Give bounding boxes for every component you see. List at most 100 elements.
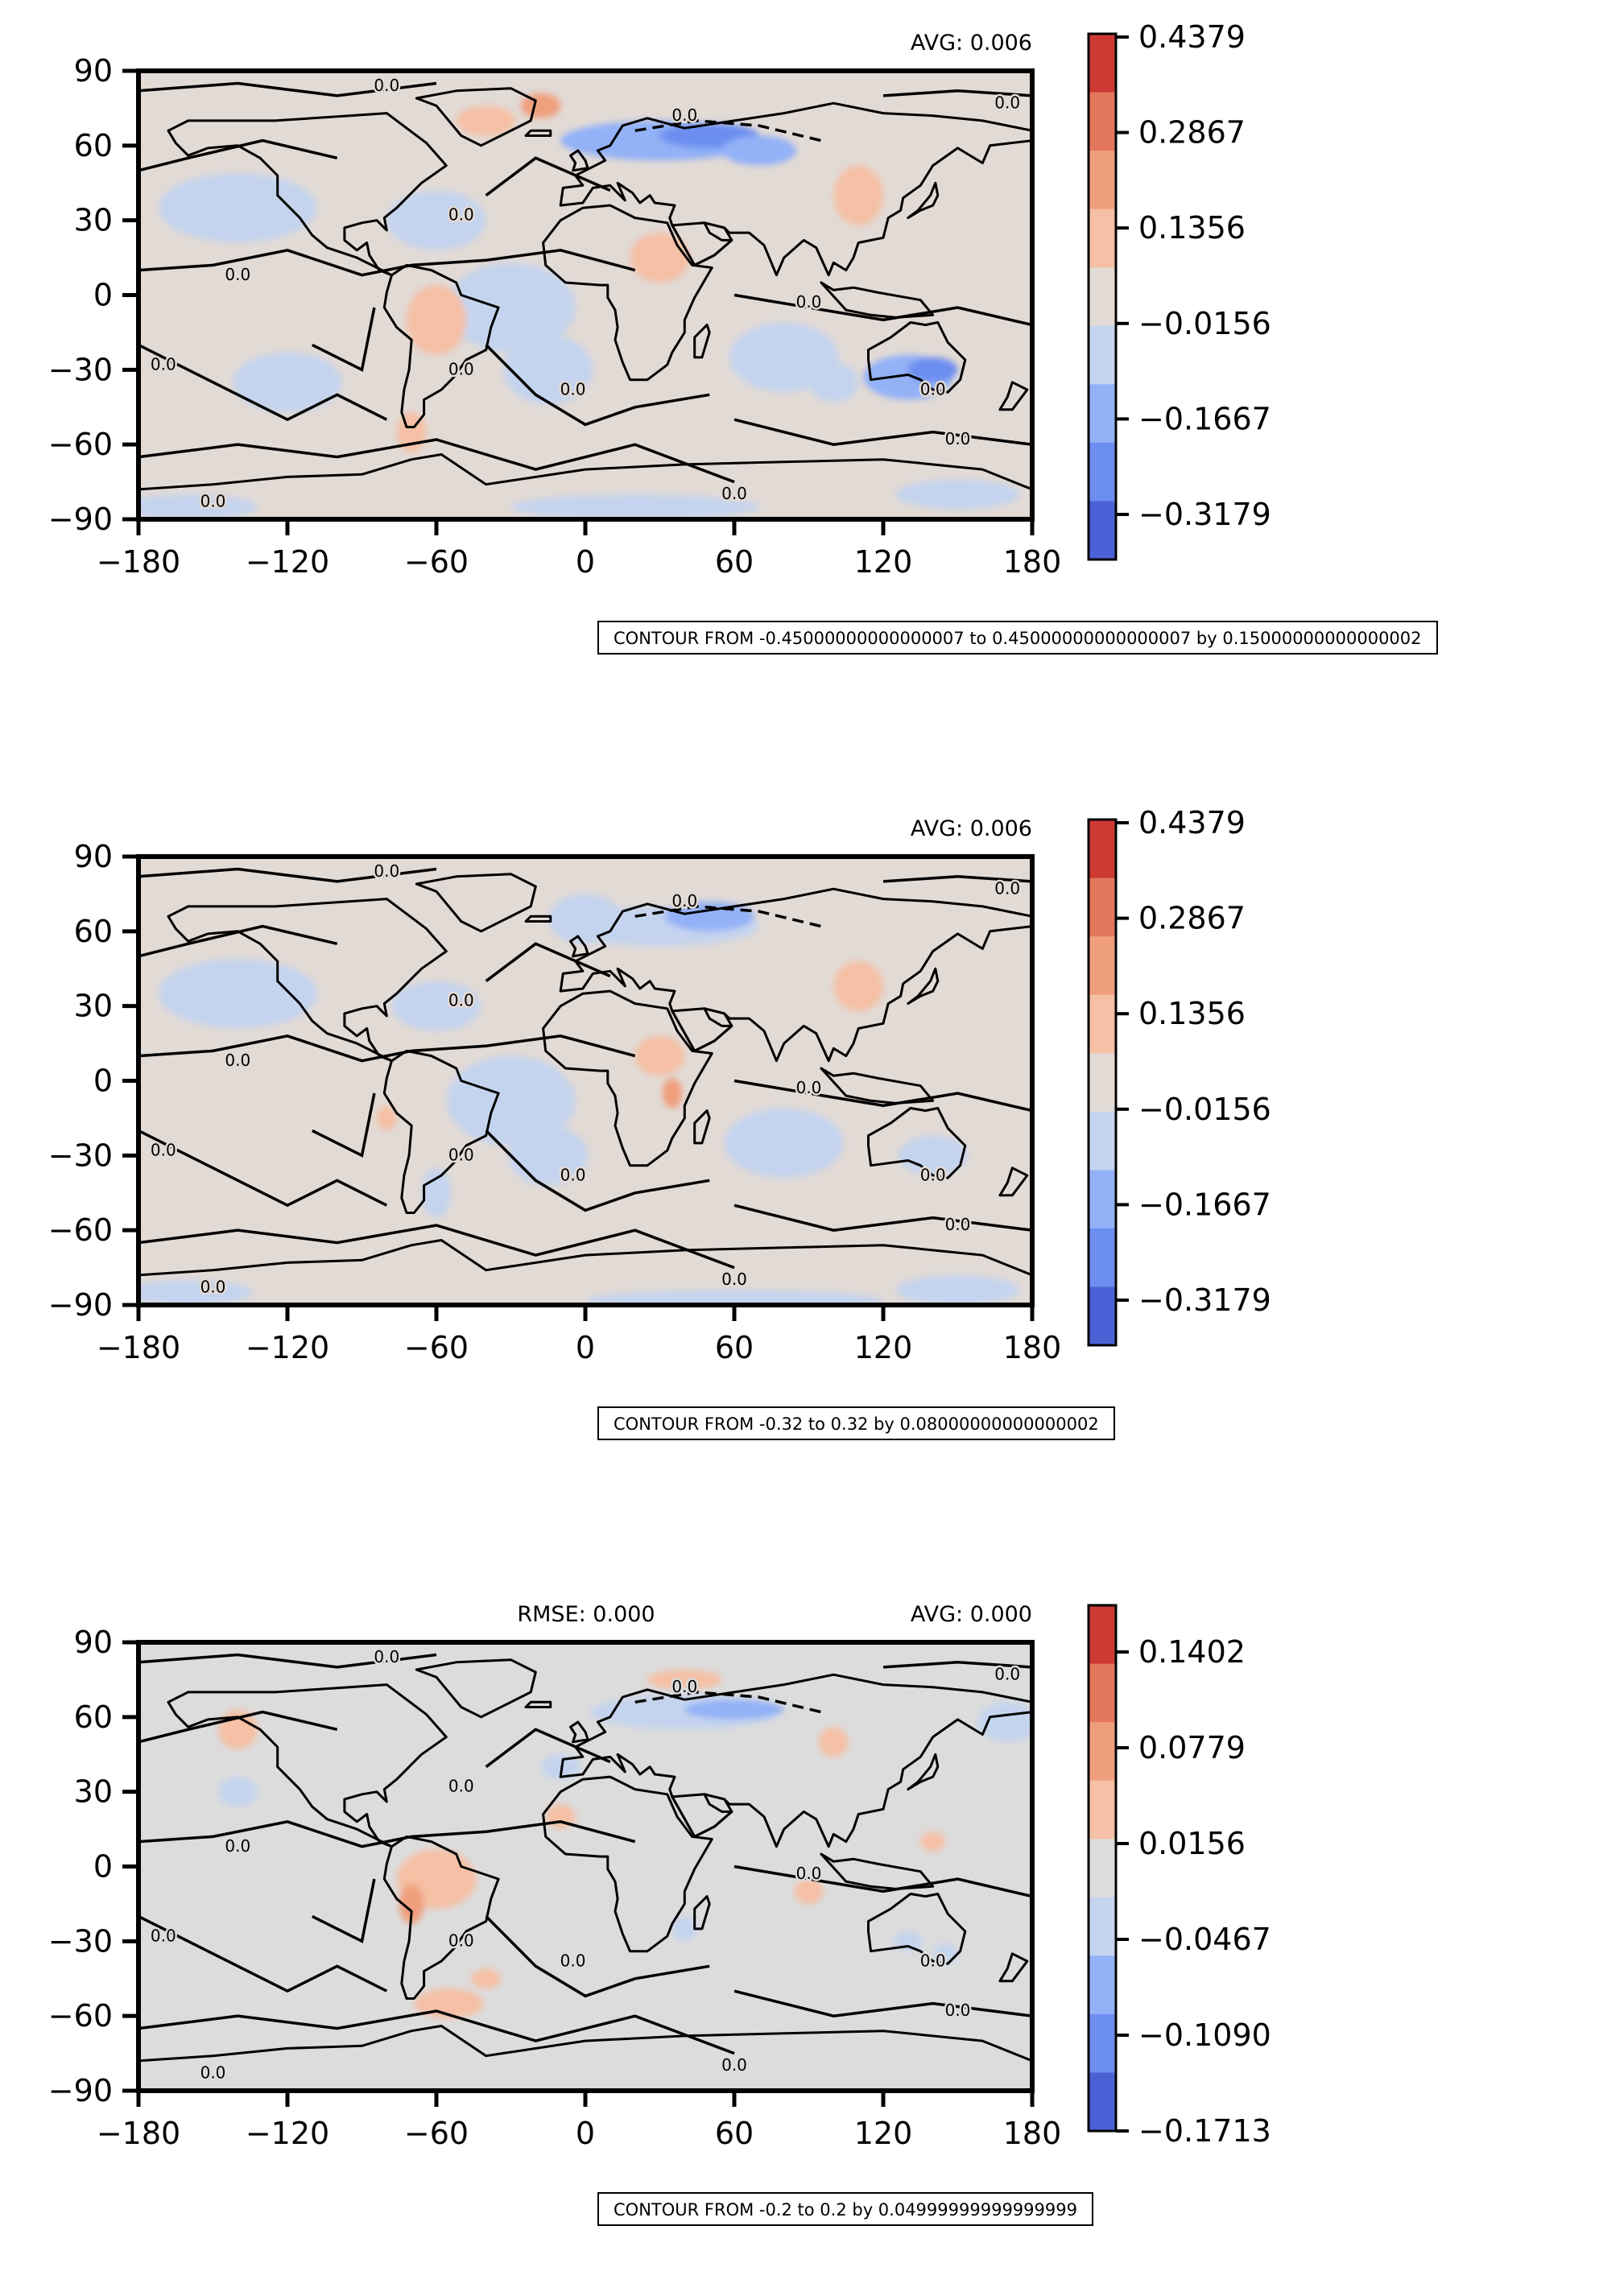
contour-label: 0.0 — [448, 991, 474, 1010]
colorbar-segment — [1089, 325, 1116, 385]
map-plot-area: 0.0 0.0 0.0 0.0 0.0 0.0 0.0 0.0 0.0 0.0 0.0 0.0 0.0 — [138, 857, 1032, 1305]
anomaly-region — [895, 1274, 1020, 1305]
anomaly-fill-layer — [217, 1670, 1032, 2019]
anomaly-region — [391, 981, 481, 1031]
contour-label: 0.0 — [796, 1078, 822, 1097]
coastline-indonesia — [820, 281, 935, 319]
coastline-arabia — [671, 221, 733, 266]
coastline-south-america — [382, 263, 500, 428]
y-tick-label: 0 — [93, 278, 113, 313]
contour-label: 0.0 — [448, 1146, 474, 1165]
map-panel-2: AVG: 0.006 0.0 0.0 0.0 0.0 0.0 0.0 0.0 0.0 0.0 0.0… — [0, 786, 1599, 1510]
coastline-australia — [867, 1893, 967, 1965]
anomaly-region — [808, 362, 859, 403]
contour-line — [733, 293, 1032, 327]
y-tick-label: 90 — [74, 839, 113, 874]
contour-line — [882, 1661, 1032, 1669]
x-tick-label: −180 — [97, 544, 180, 580]
contour-label: 0.0 — [151, 1926, 176, 1945]
colorbar-segment — [1089, 34, 1116, 93]
contour-label: 0.0 — [945, 1215, 971, 1234]
colorbar-segment — [1089, 1286, 1116, 1346]
contour-line — [882, 89, 1032, 97]
contour-line — [138, 2009, 735, 2055]
contour-label: 0.0 — [151, 354, 176, 374]
contour-label: 0.0 — [225, 265, 250, 284]
coastline-europe-asia — [559, 1673, 1032, 1848]
colorbar-segment — [1089, 151, 1116, 210]
contour-line — [138, 81, 437, 97]
colorbar-tick-label: −0.1667 — [1138, 401, 1271, 436]
colorbar-tick-label: 0.2867 — [1138, 115, 1246, 151]
coastline-greenland — [415, 873, 537, 933]
contour-line-negative — [634, 905, 822, 928]
anomaly-region — [138, 494, 258, 519]
y-tick-label: 60 — [74, 128, 113, 163]
x-tick-label: 180 — [1003, 1330, 1062, 1365]
contour-label: 0.0 — [448, 1931, 474, 1951]
header-right-label: AVG: 0.006 — [911, 816, 1032, 841]
map-plot-area: 0.0 0.0 0.0 0.0 0.0 0.0 0.0 0.0 0.0 0.0 0.0 0.0 0.0 — [138, 1642, 1032, 2091]
coastline-indonesia — [820, 1067, 935, 1105]
coastline-madagascar — [693, 1109, 711, 1145]
colorbar-tick-label: −0.3179 — [1138, 1282, 1271, 1318]
contour-label: 0.0 — [200, 1278, 226, 1297]
colorbar-tick-label: 0.1356 — [1138, 996, 1246, 1031]
coastline-australia — [867, 1107, 967, 1179]
anomaly-region — [721, 135, 797, 166]
coastline-uk — [569, 1720, 589, 1744]
colorbar-tick-label: 0.1356 — [1138, 210, 1246, 246]
contour-line — [733, 1204, 1032, 1232]
contour-label: 0.0 — [374, 1647, 399, 1666]
contour-line — [138, 1034, 636, 1063]
anomaly-region — [233, 352, 342, 412]
colorbar-segment — [1089, 501, 1116, 560]
contour-label: 0.0 — [796, 292, 822, 312]
contour-label: 0.0 — [560, 1165, 586, 1184]
coastline-layer — [138, 1658, 1032, 2091]
map-panel-1: AVG: 0.006 0.0 0.0 0.0 0.0 0.0 0.0 0.0 0.0 0.0 0.0… — [0, 0, 1599, 725]
contour-label: 0.0 — [920, 1165, 946, 1184]
contour-label: 0.0 — [560, 1951, 586, 1970]
contour-label: 0.0 — [721, 484, 747, 503]
x-tick-label: −180 — [97, 1330, 180, 1365]
colorbar-segment — [1089, 878, 1116, 937]
coastline-south-america — [382, 1049, 500, 1214]
contour-line-negative — [634, 119, 822, 142]
contour-label: 0.0 — [200, 492, 226, 511]
colorbar-segment — [1089, 1839, 1116, 1898]
anomaly-region — [399, 1884, 424, 1924]
coastline-japan — [907, 1753, 940, 1791]
anomaly-region — [540, 1754, 581, 1780]
anomaly-region — [471, 1968, 502, 1989]
anomaly-region — [158, 172, 317, 243]
contour-label: 0.0 — [721, 1270, 747, 1289]
x-tick-label: −60 — [404, 2116, 469, 2151]
anomaly-region — [671, 1916, 697, 1942]
contour-label: 0.0 — [671, 1677, 697, 1696]
anomaly-region — [907, 357, 958, 382]
anomaly-region — [724, 1108, 844, 1179]
header-right-label: AVG: 0.006 — [911, 31, 1032, 56]
contour-line-layer — [138, 81, 1032, 484]
anomaly-fill-layer — [138, 894, 1020, 1305]
contour-label: 0.0 — [151, 1140, 176, 1159]
anomaly-region — [217, 1777, 258, 1807]
contour-line-layer — [138, 867, 1032, 1270]
y-tick-label: −90 — [48, 2073, 113, 2108]
coastline-layer — [138, 873, 1032, 1305]
anomaly-region — [634, 1035, 685, 1076]
coastline-uk — [569, 149, 589, 172]
colorbar-tick-label: −0.0156 — [1138, 306, 1271, 341]
contour-line — [138, 138, 338, 172]
anomaly-region — [377, 1105, 397, 1131]
anomaly-region — [794, 1878, 824, 1904]
coastline-greenland — [415, 87, 537, 147]
contour-label: 0.0 — [920, 1951, 946, 1970]
contour-label: 0.0 — [945, 2001, 971, 2020]
colorbar-segment — [1089, 209, 1116, 268]
contour-label: 0.0 — [448, 1777, 474, 1796]
x-tick-label: 0 — [576, 544, 595, 580]
contour-label: 0.0 — [994, 878, 1020, 898]
coastline-north-america — [167, 898, 448, 1063]
